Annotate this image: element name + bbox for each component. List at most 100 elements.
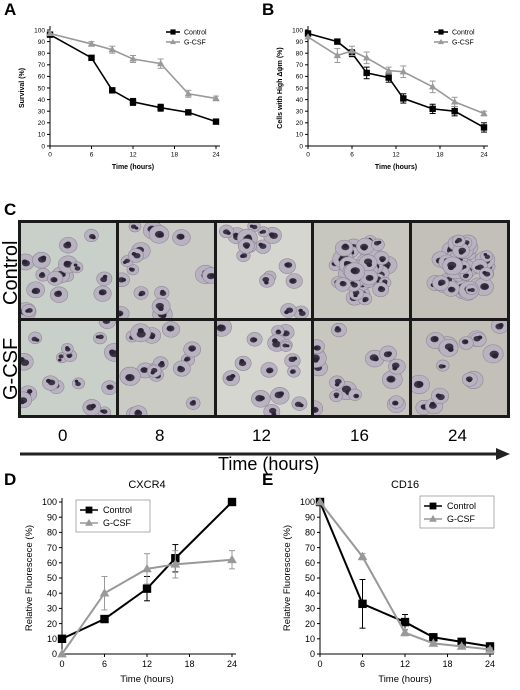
legend-marker bbox=[429, 514, 437, 522]
data-point-triangle bbox=[450, 98, 459, 105]
y-tick-label: 10 bbox=[47, 634, 57, 644]
cell-nucleus-lobe bbox=[394, 400, 399, 405]
chart-title: CXCR4 bbox=[128, 479, 165, 491]
cell-nucleus bbox=[335, 378, 342, 384]
cell-nucleus-lobe bbox=[258, 395, 265, 400]
cell-nucleus-lobe bbox=[335, 325, 341, 330]
data-point-square bbox=[400, 95, 407, 102]
data-point-square bbox=[429, 105, 436, 113]
cell-nucleus-lobe bbox=[353, 293, 359, 298]
cell-body bbox=[98, 320, 116, 329]
y-tick-label: 60 bbox=[47, 558, 57, 568]
cell-nucleus bbox=[469, 288, 476, 293]
panel-letter-b: B bbox=[262, 0, 275, 19]
cell-nucleus bbox=[97, 334, 104, 339]
micrograph-image bbox=[426, 234, 496, 301]
cell-nucleus-lobe bbox=[102, 274, 108, 279]
y-tick-label: 90 bbox=[296, 39, 304, 46]
cell-nucleus-lobe bbox=[435, 393, 442, 398]
cell-nucleus-lobe bbox=[125, 374, 132, 380]
y-tick-label: 70 bbox=[296, 62, 304, 69]
y-tick-label: 20 bbox=[47, 619, 57, 629]
cell-nucleus-lobe bbox=[277, 390, 284, 396]
micrograph-gcsf-3 bbox=[314, 320, 410, 415]
x-tick-label: 18 bbox=[436, 152, 444, 159]
cell-nucleus-lobe bbox=[160, 289, 165, 294]
time-label-16: 16 bbox=[350, 426, 369, 445]
data-point-square bbox=[157, 104, 164, 111]
y-axis-label: Relative Fluorescece (%) bbox=[282, 525, 293, 631]
micrograph-image bbox=[21, 320, 116, 415]
data-point-triangle bbox=[456, 641, 467, 650]
cell-nucleus-lobe bbox=[314, 407, 318, 412]
cell-nucleus-lobe bbox=[138, 292, 143, 297]
cell-nucleus-lobe bbox=[462, 265, 467, 269]
cell-nucleus-lobe bbox=[373, 356, 380, 361]
y-tick-label: 40 bbox=[296, 97, 304, 104]
legend-label: Control bbox=[452, 29, 475, 36]
cell-nucleus-lobe bbox=[35, 337, 40, 342]
data-point-triangle bbox=[315, 496, 325, 506]
cell-nucleus-lobe bbox=[27, 388, 33, 394]
data-point-triangle bbox=[428, 83, 437, 90]
cell-nucleus-lobe bbox=[298, 402, 304, 407]
data-point-square bbox=[429, 633, 438, 642]
cell-nucleus-lobe bbox=[283, 262, 289, 267]
x-tick-label: 6 bbox=[90, 152, 94, 159]
cell-nucleus-lobe bbox=[157, 232, 164, 238]
micrograph-image bbox=[329, 235, 398, 306]
cell-nucleus-lobe bbox=[378, 286, 384, 291]
cell-nucleus-lobe bbox=[31, 289, 38, 294]
cell-nucleus-lobe bbox=[455, 240, 459, 244]
y-tick-label: 50 bbox=[296, 85, 304, 92]
legend-label: Control bbox=[447, 501, 476, 511]
time-arrow bbox=[20, 448, 510, 460]
membrane-potential-chart: 0 10 20 30 40 50 60 70 80 90 100 0 6 12 18 24 Time (hour… bbox=[277, 26, 488, 171]
cell-nucleus-lobe bbox=[178, 234, 185, 239]
data-point-triangle bbox=[108, 45, 116, 53]
data-point-triangle bbox=[170, 559, 181, 568]
y-tick-label: 80 bbox=[296, 50, 304, 57]
cell-nucleus-lobe bbox=[463, 339, 469, 343]
cell-nucleus-lobe bbox=[362, 298, 367, 303]
cell-nucleus-lobe bbox=[135, 409, 141, 414]
data-point-square bbox=[400, 617, 410, 627]
y-tick-label: 30 bbox=[305, 604, 315, 614]
cxcr4-chart: CXCR4 0 10 20 30 40 50 60 70 80 90 100 0 6 12 18 24 Time … bbox=[24, 479, 237, 685]
time-label-24: 24 bbox=[448, 426, 467, 445]
micrograph-gcsf-2 bbox=[216, 320, 312, 415]
series-line-control bbox=[49, 33, 217, 123]
cell-nucleus-lobe bbox=[380, 258, 386, 263]
cell-nucleus-lobe bbox=[91, 235, 96, 240]
micrograph-control-3 bbox=[314, 223, 410, 318]
cell-nucleus-lobe bbox=[266, 368, 272, 373]
data-point-square bbox=[109, 87, 116, 94]
panel-letter-e: E bbox=[262, 470, 274, 489]
y-tick-label: 70 bbox=[38, 62, 46, 69]
y-axis-label: Survival (%) bbox=[19, 68, 26, 108]
cell-nucleus-lobe bbox=[430, 401, 436, 406]
micrograph-image bbox=[118, 223, 214, 318]
data-point-square bbox=[57, 634, 67, 643]
cell-nucleus-lobe bbox=[232, 232, 239, 238]
cell-nucleus-lobe bbox=[189, 346, 195, 352]
cell-nucleus-lobe bbox=[217, 324, 224, 330]
x-tick-label: 18 bbox=[171, 152, 179, 159]
y-tick-label: 0 bbox=[299, 143, 303, 150]
cell-nucleus bbox=[74, 266, 81, 271]
cell-nucleus-lobe bbox=[271, 411, 276, 415]
cell-nucleus-lobe bbox=[166, 325, 172, 331]
y-tick-label: 90 bbox=[47, 512, 57, 522]
x-tick-label: 18 bbox=[184, 659, 194, 669]
cell-nucleus-lobe bbox=[74, 379, 79, 383]
micrograph-image bbox=[119, 320, 201, 415]
cell-nucleus-lobe bbox=[467, 377, 472, 382]
legend-marker bbox=[85, 506, 93, 514]
cell-nucleus-lobe bbox=[458, 250, 464, 255]
y-tick-label: 100 bbox=[34, 27, 45, 34]
x-axis-label: Time (hours) bbox=[375, 164, 417, 171]
cell-nucleus-lobe bbox=[131, 252, 137, 256]
data-point-triangle bbox=[129, 55, 137, 62]
time-axis: 0 8 12 16 24 Time (hours) bbox=[18, 418, 510, 478]
x-tick-label: 0 bbox=[306, 152, 310, 159]
